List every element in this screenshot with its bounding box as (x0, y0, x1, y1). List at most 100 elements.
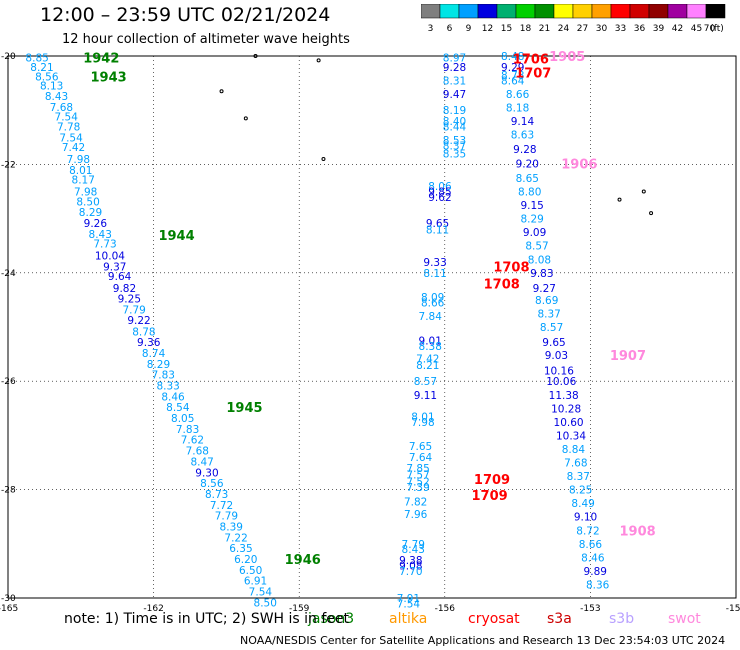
wave-height-label: 9.14 (511, 116, 535, 128)
wave-height-label: 9.36 (137, 337, 161, 349)
wave-height-label: 8.72 (576, 525, 599, 537)
pass-time-label: 1706 (513, 53, 549, 68)
wave-height-label: 10.04 (95, 250, 125, 262)
wave-height-label: 9.38 (399, 555, 422, 567)
wave-height-label: 9.22 (127, 315, 150, 327)
colorbar-label: 12 (482, 24, 493, 34)
wave-height-label: 8.54 (166, 402, 190, 414)
wave-height-label: 7.79 (215, 511, 238, 523)
y-tick-label: -20 (1, 52, 16, 62)
wave-height-label: 8.56 (200, 478, 224, 490)
pass-time-label: 1907 (610, 349, 646, 364)
wave-height-label: 8.46 (581, 552, 605, 564)
wave-height-label: 9.65 (542, 337, 565, 349)
island-marker (649, 211, 654, 216)
colorbar-label: 6 (447, 24, 453, 34)
wave-height-label: 7.83 (176, 424, 199, 436)
pass-time-label: 1709 (471, 489, 507, 504)
wave-height-label: 9.28 (443, 62, 466, 74)
wave-height-label: 8.37 (567, 471, 590, 483)
wave-height-label: 7.98 (411, 417, 434, 429)
wave-height-label: 8.57 (414, 376, 437, 388)
wave-height-label: 8.38 (419, 341, 442, 353)
wave-height-label: 8.40 (443, 116, 466, 128)
wave-height-label: 6.50 (239, 565, 262, 577)
island-marker (641, 189, 646, 194)
wave-height-label: 8.08 (528, 254, 551, 266)
wave-height-label: 7.39 (406, 482, 429, 494)
wave-height-label: 7.91 (397, 593, 420, 605)
wave-height-label: 7.68 (186, 446, 209, 458)
wave-height-label: 7.57 (406, 469, 429, 481)
wave-height-label: 9.10 (574, 512, 597, 524)
colorbar-label: 21 (539, 24, 550, 34)
wave-height-label: 7.82 (404, 497, 427, 509)
wave-height-label: 7.72 (210, 500, 233, 512)
island-marker (316, 58, 321, 63)
colorbar-label: 30 (596, 24, 608, 34)
wave-height-label: 10.34 (556, 430, 586, 442)
wave-height-label: 8.29 (520, 214, 543, 226)
colorbar-label: 27 (577, 24, 588, 34)
wave-height-label: 8.84 (562, 444, 586, 456)
wave-height-label: 8.35 (443, 149, 466, 161)
pass-time-label: 1942 (83, 52, 119, 67)
page-title: 12:00 – 23:59 UTC 02/21/2024 (40, 4, 331, 26)
wave-height-label: 8.31 (443, 75, 466, 87)
island-marker (243, 116, 248, 121)
wave-height-label: 9.65 (426, 218, 449, 230)
wave-height-label: 8.66 (579, 539, 603, 551)
wave-height-label: 8.13 (40, 80, 63, 92)
wave-height-label: 9.26 (84, 218, 108, 230)
colorbar-label: 36 (634, 24, 646, 34)
island-marker (617, 197, 622, 202)
wave-height-label: 8.74 (142, 348, 166, 360)
pass-time-label: 1944 (158, 229, 194, 244)
colorbar-label: 42 (672, 24, 683, 34)
colorbar-label: 45 (691, 24, 702, 34)
wave-height-label: 8.39 (220, 521, 243, 533)
wave-height-label: 8.43 (89, 229, 112, 241)
colorbar-label: 15 (501, 24, 512, 34)
wave-height-label: 9.28 (513, 144, 536, 156)
pass-time-label: 1943 (91, 71, 127, 86)
colorbar-label: 9 (466, 24, 472, 34)
wave-height-label: 7.54 (55, 112, 79, 124)
wave-height-label: 7.54 (59, 132, 83, 144)
wave-height-label: 9.11 (414, 390, 437, 402)
x-tick-label: -159 (289, 604, 310, 614)
x-tick-label: -162 (143, 604, 163, 614)
wave-height-label: 9.30 (195, 467, 218, 479)
footer-credit: NOAA/NESDIS Center for Satellite Applica… (240, 634, 726, 647)
wave-height-label: 7.98 (74, 187, 97, 199)
wave-height-label: 7.42 (416, 353, 439, 365)
wave-height-label: 9.89 (584, 566, 607, 578)
wave-height-label: 6.35 (229, 543, 252, 555)
wave-height-label: 10.16 (544, 365, 574, 377)
wave-height-label: 8.21 (30, 62, 53, 74)
wave-height-label: 8.65 (516, 173, 539, 185)
wave-height-label: 8.46 (161, 391, 185, 403)
wave-height-label: 8.01 (69, 165, 92, 177)
wave-height-label: 8.57 (525, 241, 548, 253)
wave-height-label: 9.08 (399, 560, 422, 572)
wave-height-label: 8.37 (537, 308, 560, 320)
wave-height-label: 8.50 (254, 597, 277, 609)
wave-height-label: 8.29 (79, 207, 102, 219)
wave-height-label: 8.19 (443, 105, 466, 117)
wave-height-label: 8.43 (402, 544, 425, 556)
wave-height-label: 8.97 (443, 53, 466, 65)
pass-time-label: 1708 (484, 278, 520, 293)
wave-height-label: 7.52 (406, 476, 429, 488)
wave-height-label: 8.29 (147, 359, 170, 371)
pass-time-label: 1906 (561, 157, 597, 172)
satellite-legend: jason3 altika cryosat s3a s3b swot (0, 611, 740, 631)
wave-height-label: 9.82 (113, 283, 136, 295)
colorbar-label: 24 (558, 24, 570, 34)
wave-height-label: 8.33 (156, 381, 179, 393)
wave-height-label: 8.48 (501, 51, 524, 63)
colorbar-legend: 3 6 9 12 15 18 21 24 27 30 33 36 39 42 45 70(ft) (421, 4, 726, 34)
wave-height-label: 8.78 (132, 326, 155, 338)
wave-height-label: 9.20 (516, 158, 539, 170)
x-tick-label: -165 (0, 604, 18, 614)
